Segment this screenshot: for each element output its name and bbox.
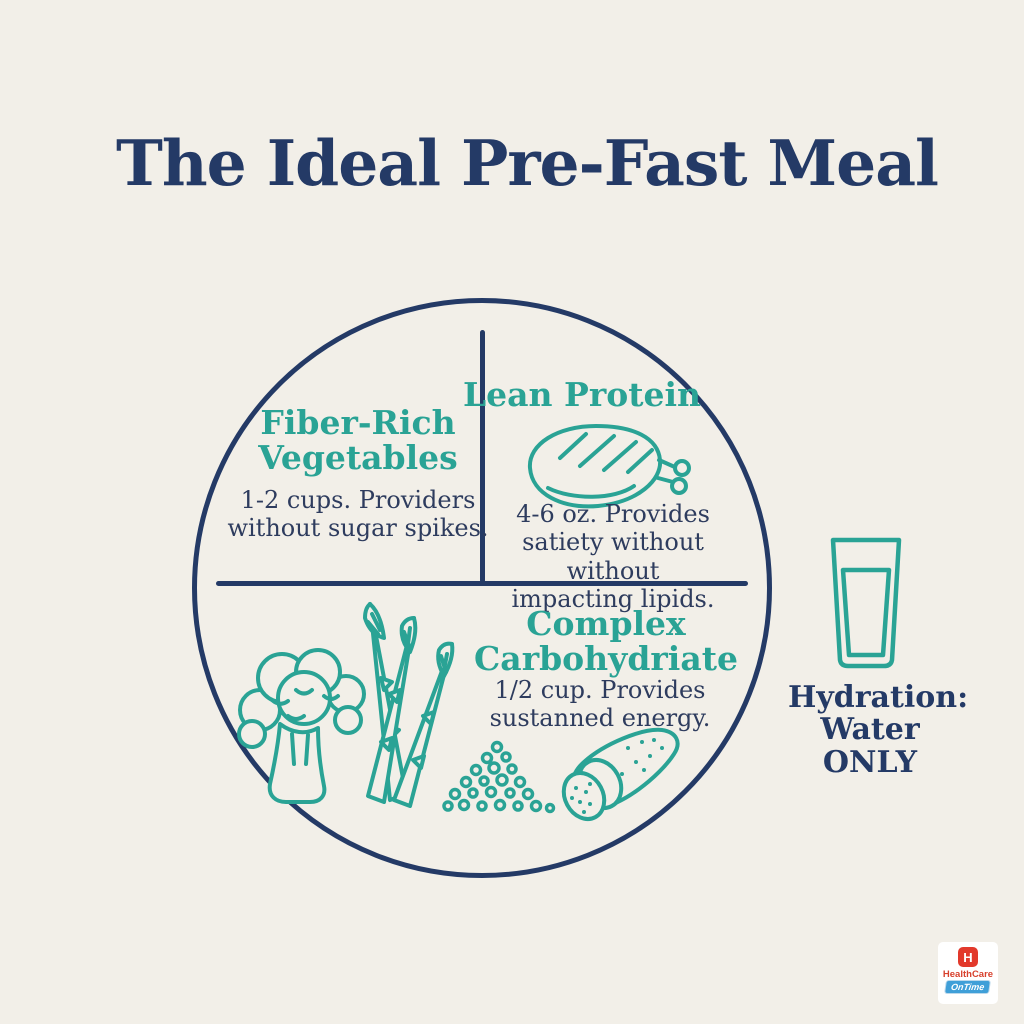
drumstick-icon bbox=[522, 416, 694, 518]
section-heading-vegetables: Fiber-Rich Vegetables bbox=[258, 403, 458, 477]
page-title: The Ideal Pre-Fast Meal bbox=[116, 126, 939, 201]
logo-monogram: H bbox=[963, 949, 973, 965]
section-body-protein: 4-6 oz. Provides satiety without without… bbox=[511, 500, 715, 613]
hydration-label: Hydration: Water ONLY bbox=[788, 680, 969, 780]
quinoa-pile-icon bbox=[440, 736, 558, 818]
section-body-vegetables: 1-2 cups. Providers without sugar spikes… bbox=[227, 486, 489, 543]
section-body-carbs: 1/2 cup. Provides sustanned energy. bbox=[489, 676, 711, 733]
asparagus-icon bbox=[350, 594, 472, 812]
logo-h-badge-icon: H bbox=[958, 947, 978, 967]
healthcare-ontime-logo: H HealthCare OnTime bbox=[938, 942, 998, 1004]
plate-circle bbox=[192, 298, 772, 878]
plate-divider-vertical bbox=[480, 330, 485, 583]
plate-divider-horizontal bbox=[216, 581, 748, 586]
logo-ontime-tag: OnTime bbox=[945, 981, 991, 993]
sweet-potato-icon bbox=[556, 720, 684, 828]
section-heading-protein: Lean Protein bbox=[462, 375, 702, 414]
water-glass-icon bbox=[826, 536, 906, 670]
section-heading-carbs: Complex Carbohydriate bbox=[474, 604, 738, 678]
logo-brand-name: HealthCare bbox=[942, 969, 994, 980]
broccoli-icon bbox=[236, 636, 368, 814]
